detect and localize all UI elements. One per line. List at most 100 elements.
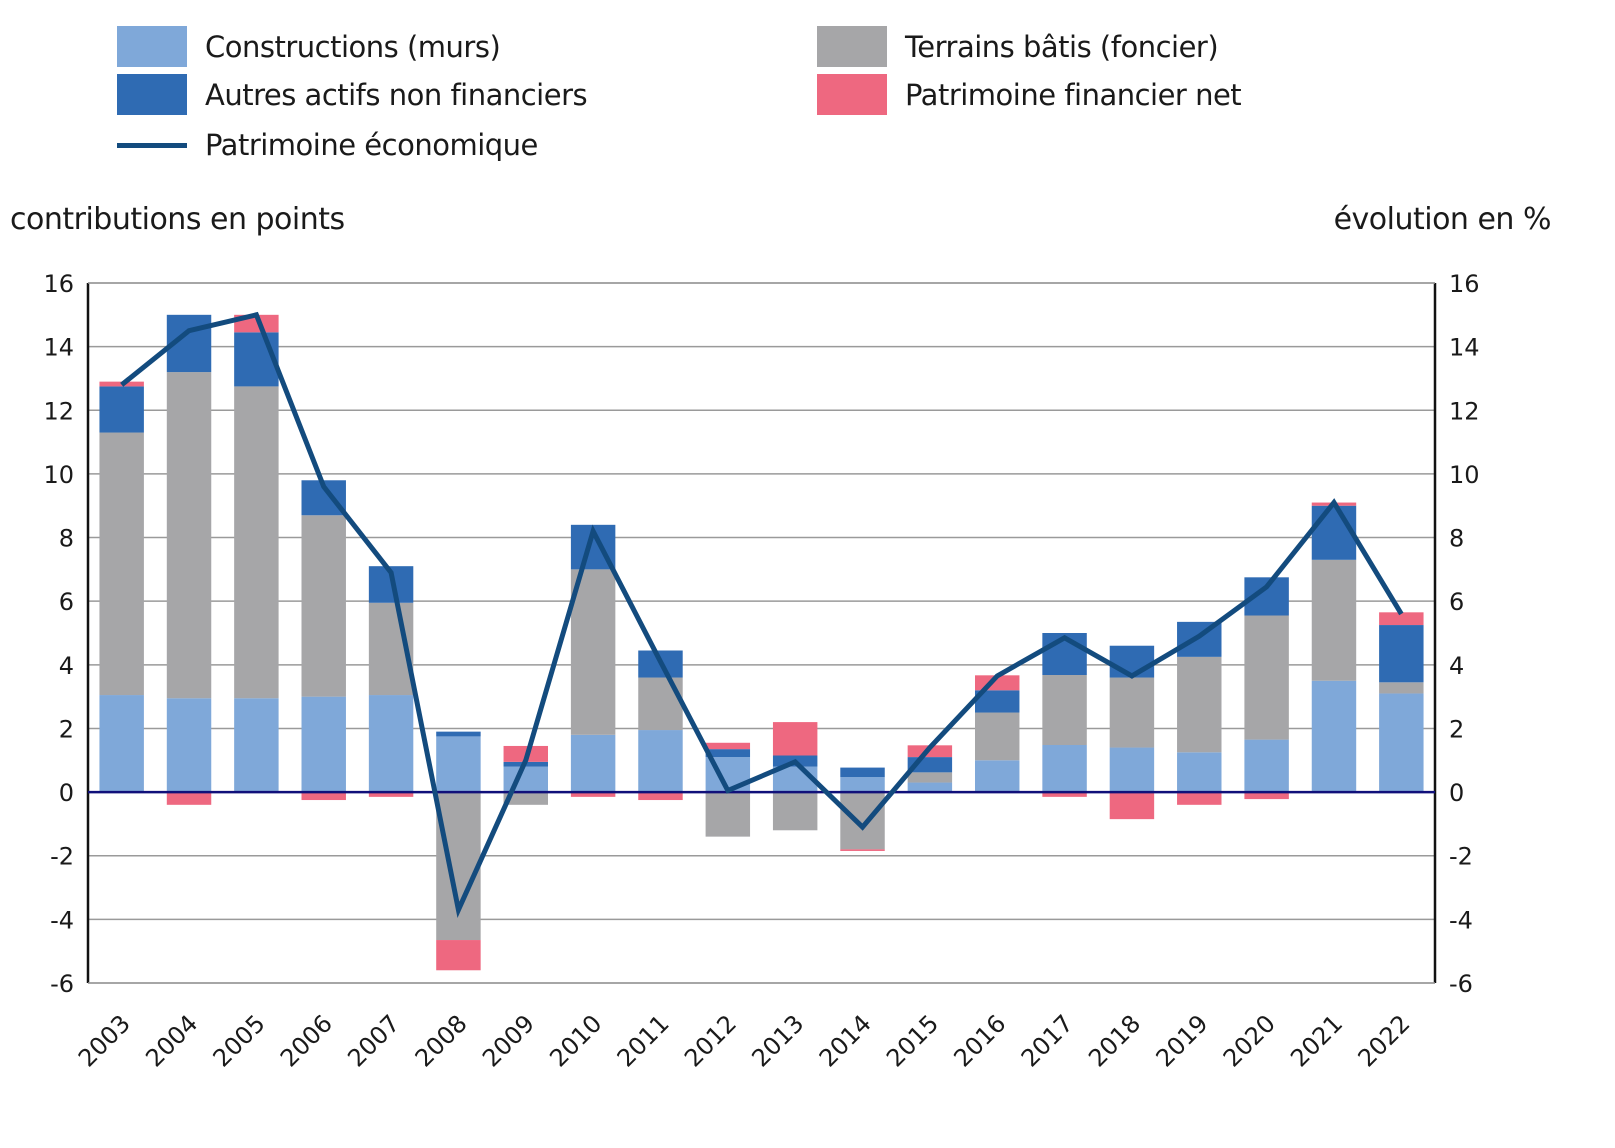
legend-label-patrimoine-financier: Patrimoine financier net — [905, 77, 1242, 112]
bar-autres-actifs-non-financiers-2018 — [1109, 645, 1155, 678]
bar-constructions-murs-2016 — [974, 760, 1020, 793]
bar-constructions-murs-2019 — [1177, 752, 1222, 793]
bar-terrains-b-tis-foncier-2003 — [99, 432, 144, 696]
x-tick-label-2018: 2018 — [1083, 1009, 1146, 1072]
bar-terrains-b-tis-foncier-2008 — [436, 792, 481, 941]
bar-terrains-b-tis-foncier-2019 — [1177, 656, 1222, 753]
bar-patrimoine-financier-net-2010 — [570, 792, 616, 797]
x-ticks: 2003 2004 2005 2006 2007 2008 2009 2010 2011 2012… — [73, 1009, 1416, 1072]
bar-patrimoine-financier-net-2018 — [1109, 792, 1155, 820]
x-tick-label-2022: 2022 — [1353, 1009, 1416, 1072]
bar-terrains-b-tis-foncier-2017 — [1042, 675, 1087, 745]
y-tick-label-right: 2 — [1449, 715, 1464, 743]
y-tick-label-left: 0 — [59, 779, 74, 807]
y-tick-label-left: 4 — [59, 652, 74, 680]
bar-autres-actifs-non-financiers-2014 — [840, 767, 885, 778]
bar-constructions-murs-2009 — [503, 766, 549, 793]
chart-legend: Constructions (murs) Autres actifs non f… — [0, 0, 1615, 180]
x-tick-label-2015: 2015 — [881, 1009, 944, 1072]
x-tick-label-2004: 2004 — [140, 1009, 203, 1072]
legend-label-autres-actifs: Autres actifs non financiers — [205, 77, 588, 112]
bar-constructions-murs-2018 — [1109, 747, 1155, 793]
y-tick-label-left: 8 — [59, 525, 74, 553]
y-tick-label-left: 2 — [59, 715, 74, 743]
bar-patrimoine-financier-net-2014 — [840, 849, 885, 851]
bar-terrains-b-tis-foncier-2004 — [166, 372, 212, 699]
gridlines — [88, 282, 1435, 984]
bar-constructions-murs-2017 — [1042, 745, 1087, 793]
bar-constructions-murs-2022 — [1379, 693, 1424, 793]
bar-patrimoine-financier-net-2022 — [1379, 612, 1424, 626]
y-tick-label-right: 16 — [1449, 270, 1480, 298]
x-tick-label-2009: 2009 — [477, 1009, 540, 1072]
legend-item-patrimoine-economique: Patrimoine économique — [117, 128, 538, 162]
y-tick-label-left: -4 — [50, 906, 74, 934]
bar-constructions-murs-2008 — [436, 736, 481, 793]
bar-constructions-murs-2015 — [907, 782, 953, 793]
y-ticks-right: 16 14 12 10 8 6 4 2 0 -2 -4 -6 — [1449, 270, 1480, 998]
bar-patrimoine-financier-net-2007 — [368, 792, 414, 797]
y-tick-label-right: 6 — [1449, 588, 1464, 616]
y-tick-label-right: 4 — [1449, 652, 1464, 680]
y-tick-label-right: 0 — [1449, 779, 1464, 807]
bar-terrains-b-tis-foncier-2015 — [907, 772, 953, 783]
bar-patrimoine-financier-net-2019 — [1177, 792, 1222, 805]
legend-swatch-terrains — [817, 26, 887, 67]
legend-label-terrains: Terrains bâtis (foncier) — [905, 29, 1219, 64]
legend-item-autres-actifs: Autres actifs non financiers — [117, 74, 588, 115]
x-tick-label-2020: 2020 — [1218, 1009, 1281, 1072]
legend-swatch-autres-actifs — [117, 74, 187, 115]
y-tick-label-left: 6 — [59, 588, 74, 616]
bar-constructions-murs-2004 — [166, 698, 212, 793]
bar-autres-actifs-non-financiers-2012 — [705, 749, 751, 758]
x-tick-label-2011: 2011 — [612, 1009, 675, 1072]
bar-terrains-b-tis-foncier-2018 — [1109, 677, 1155, 748]
x-tick-label-2016: 2016 — [948, 1009, 1011, 1072]
bars — [99, 314, 1424, 971]
bar-autres-actifs-non-financiers-2021 — [1311, 505, 1357, 560]
bar-patrimoine-financier-net-2013 — [772, 722, 818, 756]
bar-terrains-b-tis-foncier-2014 — [840, 792, 885, 850]
x-tick-label-2010: 2010 — [544, 1009, 607, 1072]
bar-constructions-murs-2011 — [638, 730, 683, 793]
bar-constructions-murs-2005 — [234, 698, 279, 793]
y-tick-label-right: 14 — [1449, 334, 1480, 362]
bar-constructions-murs-2006 — [301, 696, 346, 793]
x-tick-label-2005: 2005 — [208, 1009, 271, 1072]
y-tick-label-left: 16 — [43, 270, 74, 298]
bar-constructions-murs-2007 — [368, 695, 414, 793]
x-tick-label-2007: 2007 — [342, 1009, 405, 1072]
bar-autres-actifs-non-financiers-2022 — [1379, 625, 1424, 683]
legend-item-patrimoine-financier: Patrimoine financier net — [817, 74, 1242, 115]
y-tick-label-left: -6 — [50, 970, 74, 998]
x-tick-label-2012: 2012 — [679, 1009, 742, 1072]
y-axis-right-title: évolution en % — [1333, 202, 1552, 237]
legend-label-patrimoine-economique: Patrimoine économique — [205, 128, 538, 162]
bar-constructions-murs-2020 — [1244, 739, 1289, 793]
legend-swatch-constructions — [117, 26, 187, 67]
y-tick-label-right: -4 — [1449, 906, 1473, 934]
bar-constructions-murs-2003 — [99, 695, 144, 793]
x-tick-label-2003: 2003 — [73, 1009, 136, 1072]
y-tick-label-right: -2 — [1449, 843, 1473, 871]
bar-autres-actifs-non-financiers-2016 — [974, 690, 1020, 713]
y-axis-left-title: contributions en points — [10, 202, 345, 237]
bar-terrains-b-tis-foncier-2013 — [772, 792, 818, 831]
bar-constructions-murs-2010 — [570, 734, 616, 793]
x-tick-label-2013: 2013 — [746, 1009, 809, 1072]
y-tick-label-left: 10 — [43, 461, 74, 489]
y-tick-label-left: 12 — [43, 397, 74, 425]
y-tick-label-right: -6 — [1449, 970, 1473, 998]
x-tick-label-2006: 2006 — [275, 1009, 338, 1072]
bar-terrains-b-tis-foncier-2020 — [1244, 615, 1289, 740]
x-tick-label-2021: 2021 — [1285, 1009, 1348, 1072]
bar-terrains-b-tis-foncier-2012 — [705, 792, 751, 837]
bar-constructions-murs-2021 — [1311, 680, 1357, 793]
legend-item-constructions: Constructions (murs) — [117, 26, 501, 67]
bar-terrains-b-tis-foncier-2006 — [301, 515, 346, 697]
x-tick-label-2017: 2017 — [1016, 1009, 1079, 1072]
x-tick-label-2008: 2008 — [410, 1009, 473, 1072]
bar-terrains-b-tis-foncier-2005 — [234, 386, 279, 699]
legend-line-patrimoine-economique — [117, 142, 187, 148]
bar-constructions-murs-2014 — [840, 777, 885, 793]
